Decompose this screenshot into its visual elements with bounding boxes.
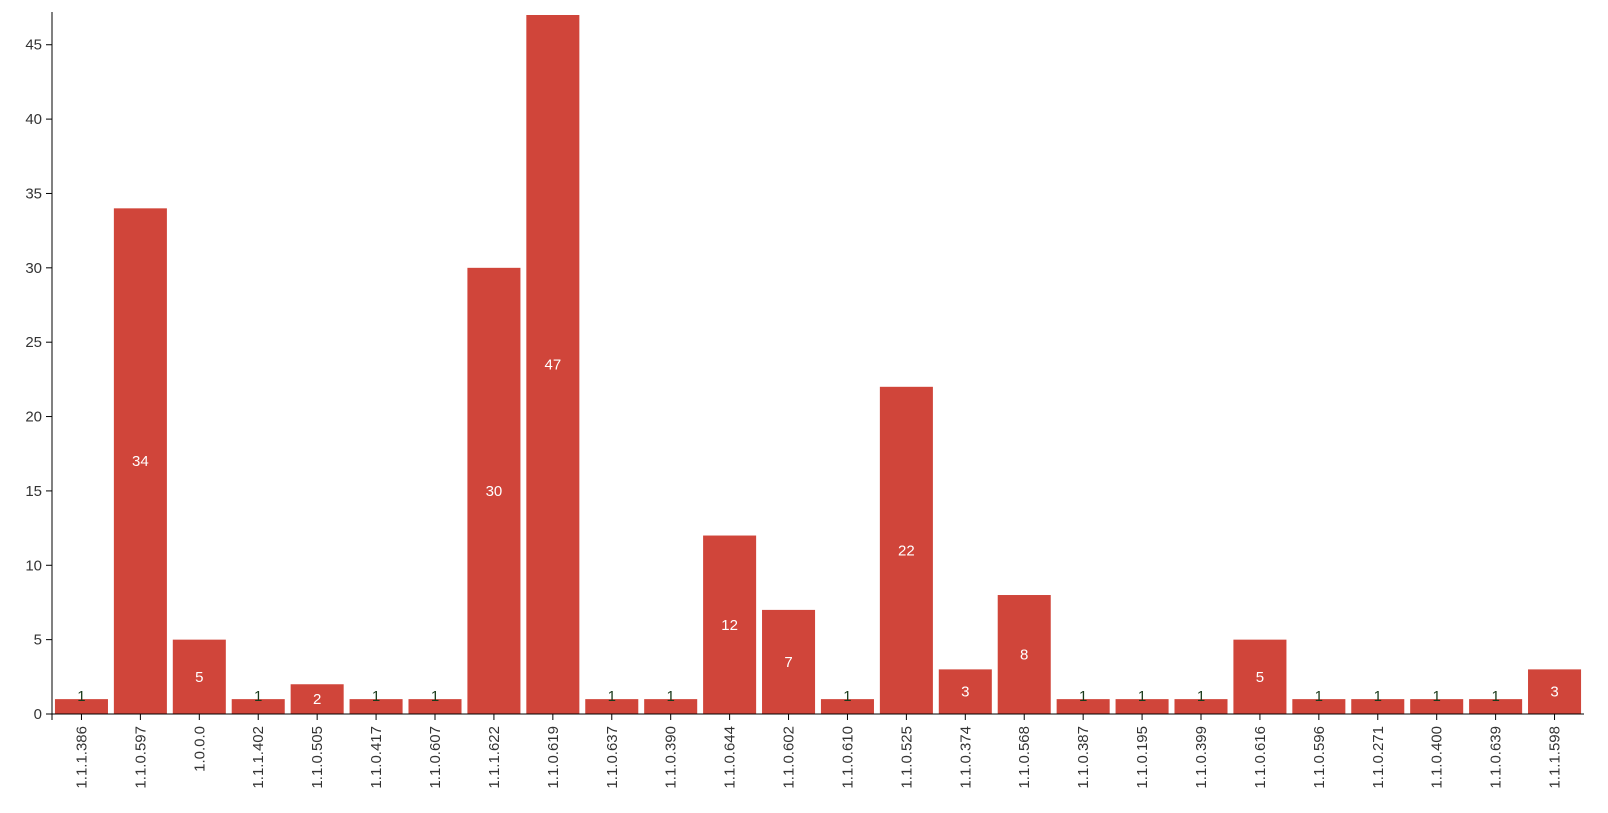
bar-value-label: 3 <box>1550 684 1558 701</box>
y-tick-label: 15 <box>25 483 42 500</box>
x-tick-label: 1.1.0.644 <box>722 726 739 789</box>
bar <box>1174 699 1228 714</box>
x-tick-label: 1.1.0.374 <box>957 726 974 789</box>
bar-value-label: 30 <box>486 483 503 500</box>
x-tick-label: 1.1.0.400 <box>1429 726 1446 789</box>
x-tick-label: 1.1.0.387 <box>1075 726 1092 789</box>
bar <box>408 699 462 714</box>
y-tick-label: 20 <box>25 409 42 426</box>
x-tick-label: 1.1.0.597 <box>132 726 149 789</box>
bar <box>1233 639 1287 714</box>
x-tick-label: 1.1.0.399 <box>1193 726 1210 789</box>
bar-value-label: 1 <box>431 688 439 705</box>
bar-value-label: 5 <box>1256 669 1264 686</box>
bar-value-label: 1 <box>1315 688 1323 705</box>
bar <box>1410 699 1464 714</box>
y-tick-label: 30 <box>25 260 42 277</box>
bar-value-label: 1 <box>77 688 85 705</box>
bar-value-label: 1 <box>372 688 380 705</box>
bar <box>762 609 816 714</box>
bar-value-label: 2 <box>313 691 321 708</box>
bar-value-label: 5 <box>195 669 203 686</box>
bar <box>1469 699 1523 714</box>
x-tick-label: 1.1.1.598 <box>1547 726 1564 789</box>
x-tick-label: 1.1.1.402 <box>250 726 267 789</box>
x-tick-label: 1.1.0.271 <box>1370 726 1387 789</box>
x-axis: 1.1.1.386 1.1.0.597 1.0.0.0 1.1.1.402 1.1.0.… <box>51 713 1584 789</box>
bar-value-label: 1 <box>1079 688 1087 705</box>
x-tick-label: 1.1.0.390 <box>663 726 680 789</box>
y-tick-label: 5 <box>34 632 42 649</box>
bar <box>1115 699 1169 714</box>
x-tick-label: 1.1.0.639 <box>1488 726 1505 789</box>
x-tick-label: 1.1.0.195 <box>1134 726 1151 789</box>
bar-value-label: 34 <box>132 453 149 470</box>
bar <box>820 699 874 714</box>
x-tick-label: 1.1.0.619 <box>545 726 562 789</box>
x-tick-label: 1.1.0.525 <box>898 726 915 789</box>
x-tick-label: 1.1.0.505 <box>309 726 326 789</box>
bar <box>1292 699 1346 714</box>
bar-value-label: 8 <box>1020 647 1028 664</box>
bar-value-label: 1 <box>608 688 616 705</box>
x-tick-label: 1.1.0.568 <box>1016 726 1033 789</box>
bar <box>526 15 580 714</box>
bar <box>1351 699 1405 714</box>
x-tick-label: 1.1.0.616 <box>1252 726 1269 789</box>
x-tick-label: 1.1.1.622 <box>486 726 503 789</box>
x-tick-label: 1.0.0.0 <box>191 726 208 772</box>
x-tick-label: 1.1.0.596 <box>1311 726 1328 789</box>
x-tick-label: 1.1.1.386 <box>73 726 90 789</box>
bar <box>1056 699 1110 714</box>
bar-value-label: 47 <box>545 357 562 374</box>
bar-value-label: 1 <box>1374 688 1382 705</box>
x-tick-label: 1.1.0.610 <box>839 726 856 789</box>
bar <box>349 699 403 714</box>
y-tick-label: 10 <box>25 557 42 574</box>
x-tick-label: 1.1.0.602 <box>781 726 798 789</box>
x-tick-label: 1.1.0.417 <box>368 726 385 789</box>
bar-value-label: 12 <box>721 617 738 634</box>
y-axis: 0 5 10 15 20 25 30 35 40 45 <box>25 12 53 723</box>
bar-value-label: 1 <box>1197 688 1205 705</box>
bar <box>290 684 344 714</box>
bar-value-label: 22 <box>898 542 915 559</box>
bar-value-label: 1 <box>1491 688 1499 705</box>
bar <box>703 535 757 714</box>
bar <box>997 595 1051 714</box>
bar-value-label: 1 <box>1138 688 1146 705</box>
bar-value-label: 3 <box>961 684 969 701</box>
bar <box>113 208 167 714</box>
y-tick-label: 25 <box>25 334 42 351</box>
y-tick-label: 0 <box>34 706 42 723</box>
bar-value-label: 1 <box>667 688 675 705</box>
bar <box>879 386 933 714</box>
bar <box>938 669 992 714</box>
x-tick-label: 1.1.0.637 <box>604 726 621 789</box>
y-tick-label: 40 <box>25 111 42 128</box>
bar <box>1528 669 1582 714</box>
bar-value-label: 7 <box>784 654 792 671</box>
bar-value-label: 1 <box>843 688 851 705</box>
y-tick-label: 45 <box>25 37 42 54</box>
bar <box>54 699 108 714</box>
bar-value-label: 1 <box>254 688 262 705</box>
bar <box>172 639 226 714</box>
bar-value-label: 1 <box>1433 688 1441 705</box>
bar <box>467 267 521 714</box>
bar <box>644 699 698 714</box>
bar <box>231 699 285 714</box>
y-tick-label: 35 <box>25 185 42 202</box>
bar <box>585 699 639 714</box>
x-tick-label: 1.1.0.607 <box>427 726 444 789</box>
